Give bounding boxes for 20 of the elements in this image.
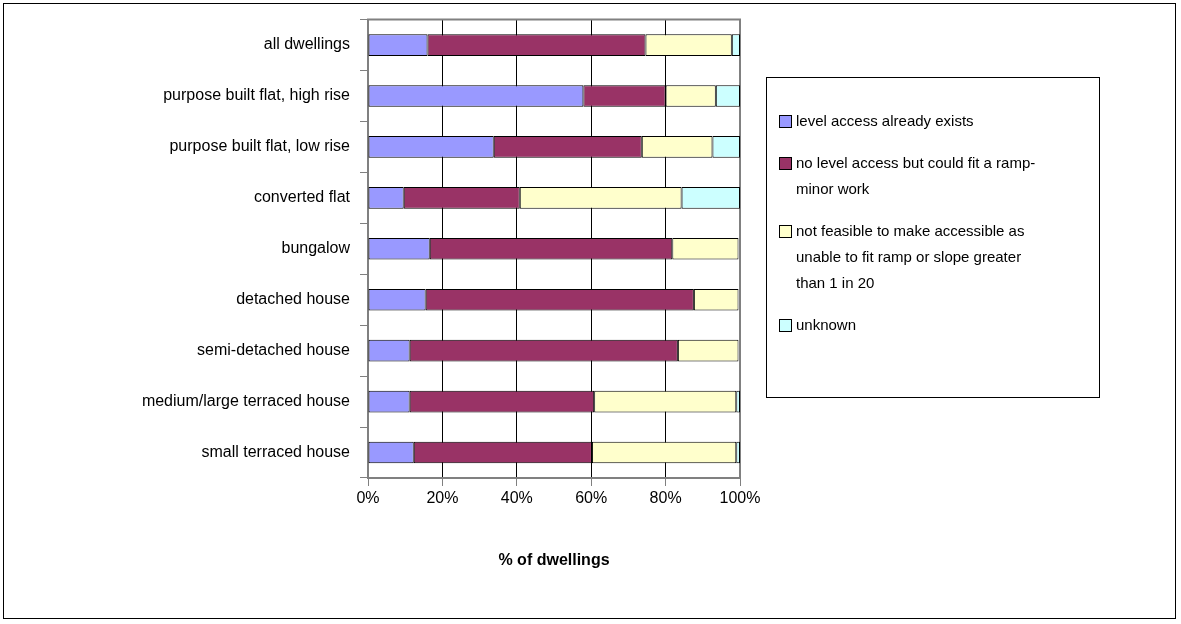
y-tick-label: small terraced house bbox=[201, 442, 351, 460]
x-tick-label: 80% bbox=[649, 489, 682, 507]
legend-label: not feasible to make accessible as unable to fit ramp or slope greater than 1 in 20 bbox=[796, 221, 1026, 293]
legend-label: level access already exists bbox=[796, 111, 974, 131]
y-tick-label: detached house bbox=[236, 290, 351, 308]
x-tick-label: 20% bbox=[426, 489, 459, 507]
x-axis-title: % of dwellings bbox=[498, 550, 610, 568]
x-tick-label: 40% bbox=[500, 489, 533, 507]
x-tick-label: 60% bbox=[575, 489, 608, 507]
y-tick-label: medium/large terraced house bbox=[141, 392, 351, 410]
y-tick-label: converted flat bbox=[253, 188, 351, 206]
x-tick-label: 0% bbox=[356, 489, 380, 507]
y-tick-label: purpose built flat, low rise bbox=[169, 137, 351, 155]
y-tick-label: bungalow bbox=[281, 239, 351, 257]
y-tick-label: purpose built flat, high rise bbox=[163, 86, 351, 104]
legend-label: unknown bbox=[796, 315, 857, 335]
y-tick-label: all dwellings bbox=[263, 35, 350, 53]
x-tick-label: 100% bbox=[719, 489, 761, 507]
y-tick-label: semi-detached house bbox=[197, 341, 351, 359]
legend-label: no level access but could fit a ramp-minor work bbox=[796, 153, 1037, 199]
